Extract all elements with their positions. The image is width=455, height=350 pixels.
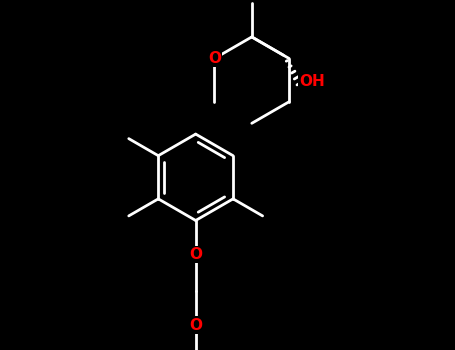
Text: O: O	[208, 51, 221, 66]
Text: OH: OH	[299, 74, 325, 89]
Text: O: O	[189, 247, 202, 262]
Text: O: O	[189, 317, 202, 332]
